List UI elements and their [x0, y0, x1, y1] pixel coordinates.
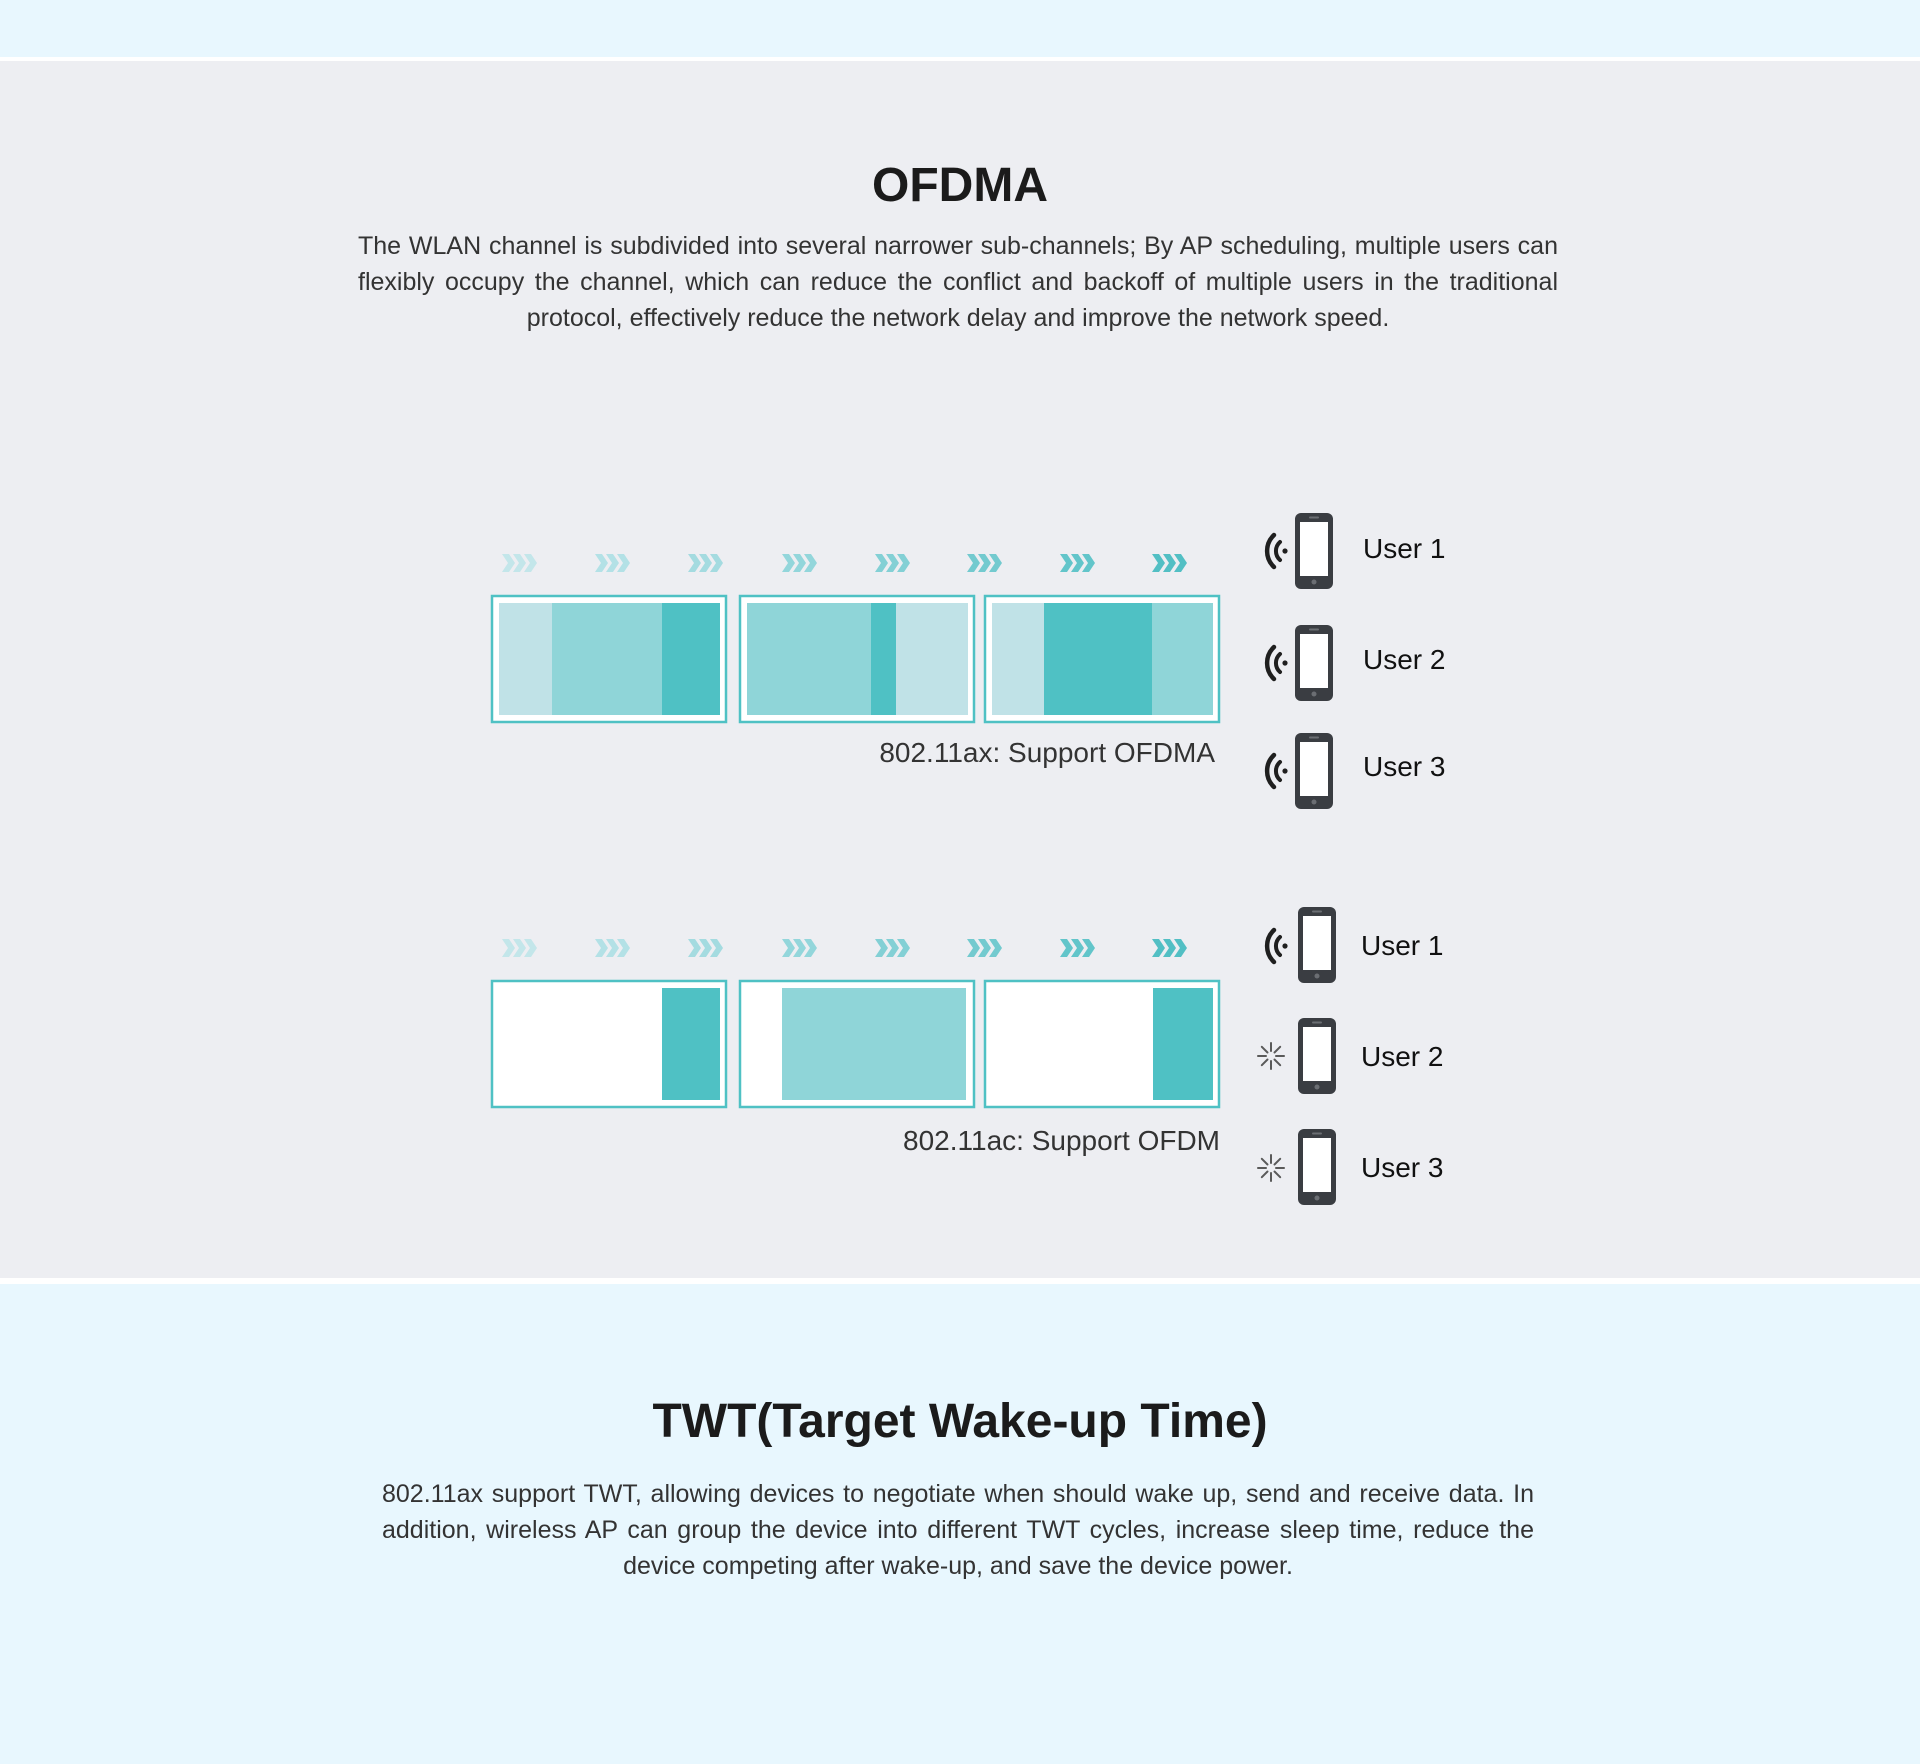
- subchannel: [1044, 603, 1152, 715]
- previous-section-band: [0, 0, 1920, 57]
- subchannel: [896, 603, 968, 715]
- chevron-icon: [688, 554, 723, 572]
- ac-channel-blocks: [490, 979, 1221, 1109]
- chevron-icon: [782, 939, 817, 957]
- ax-arrow-row: [502, 554, 1187, 572]
- loading-spinner-icon: [1257, 1154, 1285, 1182]
- phone-icon: [1295, 733, 1333, 809]
- chevron-icon: [595, 554, 630, 572]
- ax-channel-blocks: [490, 594, 1221, 724]
- subchannel: [1153, 988, 1213, 1100]
- chevron-icon: [502, 939, 537, 957]
- subchannel: [747, 603, 871, 715]
- loading-spinner-icon: [1257, 1042, 1285, 1070]
- chevron-icon: [1060, 554, 1095, 572]
- chevron-icon: [875, 554, 910, 572]
- phone-icon: [1298, 1018, 1336, 1094]
- chevron-icon: [1152, 554, 1187, 572]
- subchannel: [662, 603, 720, 715]
- twt-description: 802.11ax support TWT, allowing devices t…: [382, 1480, 1534, 1580]
- wifi-signal-icon: [1267, 930, 1288, 962]
- ax-caption: 802.11ax: Support OFDMA: [879, 737, 1215, 768]
- wifi-signal-icon: [1267, 647, 1288, 679]
- subchannel: [782, 988, 966, 1100]
- chevron-icon: [1152, 939, 1187, 957]
- twt-section: [0, 1284, 1920, 1764]
- subchannel: [662, 988, 720, 1100]
- chevron-icon: [688, 939, 723, 957]
- subchannel: [499, 603, 552, 715]
- wifi-signal-icon: [1267, 755, 1288, 787]
- chevron-icon: [1060, 939, 1095, 957]
- ax-user-2-label: User 2: [1363, 644, 1446, 675]
- ac-caption: 802.11ac: Support OFDM: [903, 1125, 1220, 1156]
- ac-arrow-row: [502, 939, 1187, 957]
- subchannel: [1152, 603, 1213, 715]
- ofdma-description: The WLAN channel is subdivided into seve…: [358, 232, 1558, 332]
- ofdma-title: OFDMA: [872, 159, 1048, 212]
- subchannel: [871, 603, 896, 715]
- ax-user-3-label: User 3: [1363, 751, 1446, 782]
- chevron-icon: [875, 939, 910, 957]
- chevron-icon: [502, 554, 537, 572]
- ax-user-1-label: User 1: [1363, 533, 1446, 564]
- subchannel: [552, 603, 662, 715]
- ac-user-2-label: User 2: [1361, 1041, 1444, 1072]
- chevron-icon: [595, 939, 630, 957]
- phone-icon: [1295, 625, 1333, 701]
- twt-title: TWT(Target Wake-up Time): [652, 1395, 1268, 1448]
- subchannel: [992, 603, 1044, 715]
- chevron-icon: [782, 554, 817, 572]
- chevron-icon: [967, 939, 1002, 957]
- phone-icon: [1298, 1129, 1336, 1205]
- phone-icon: [1298, 907, 1336, 983]
- ac-user-1-label: User 1: [1361, 930, 1444, 961]
- ac-user-3-label: User 3: [1361, 1152, 1444, 1183]
- phone-icon: [1295, 513, 1333, 589]
- chevron-icon: [967, 554, 1002, 572]
- wifi-signal-icon: [1267, 535, 1288, 567]
